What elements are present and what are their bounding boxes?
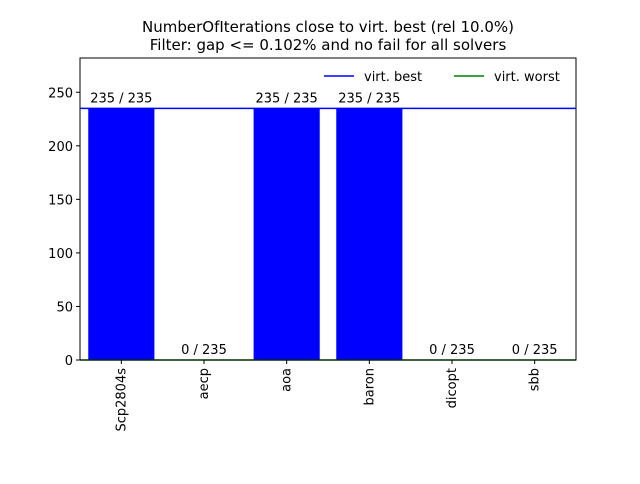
legend: virt. best virt. worst	[324, 70, 560, 85]
y-tick-label: 100	[48, 247, 73, 262]
bar-data-label: 235 / 235	[338, 91, 400, 106]
x-tick-label: aecp	[197, 368, 212, 399]
y-tick-label: 150	[48, 193, 73, 208]
plot-frame	[79, 57, 577, 361]
bars-layer	[88, 108, 403, 360]
x-tick-label: sbb	[528, 368, 543, 391]
x-tick-label: Scp2804s	[114, 368, 129, 432]
bar-aoa	[253, 108, 320, 360]
legend-entry-label: virt. worst	[494, 70, 560, 85]
bar-Scp2804s	[88, 108, 155, 360]
bar-data-label: 0 / 235	[181, 343, 227, 358]
x-tick-label: aoa	[280, 368, 295, 392]
bar-data-label: 235 / 235	[90, 91, 152, 106]
x-tick-label: dicopt	[445, 368, 460, 408]
x-tick-label: baron	[362, 368, 377, 405]
bar-baron	[336, 108, 403, 360]
y-axis: 0 50 100 150 200 250	[48, 86, 80, 369]
legend-entry-label: virt. best	[364, 70, 422, 85]
bar-data-label: 0 / 235	[512, 343, 558, 358]
data-labels-layer: 235 / 235 0 / 235 235 / 235 235 / 235 0 / 23…	[90, 91, 557, 358]
y-tick-label: 0	[65, 354, 73, 369]
x-axis: Scp2804s aecp aoa baron dicopt sbb	[114, 360, 543, 432]
y-tick-label: 200	[48, 140, 73, 155]
chart-subtitle: Filter: gap <= 0.102% and no fail for al…	[150, 36, 507, 54]
y-tick-label: 250	[48, 86, 73, 101]
y-tick-label: 50	[56, 300, 73, 315]
bar-data-label: 0 / 235	[429, 343, 475, 358]
bar-data-label: 235 / 235	[256, 91, 318, 106]
chart-title: NumberOfIterations close to virt. best (…	[142, 18, 514, 36]
